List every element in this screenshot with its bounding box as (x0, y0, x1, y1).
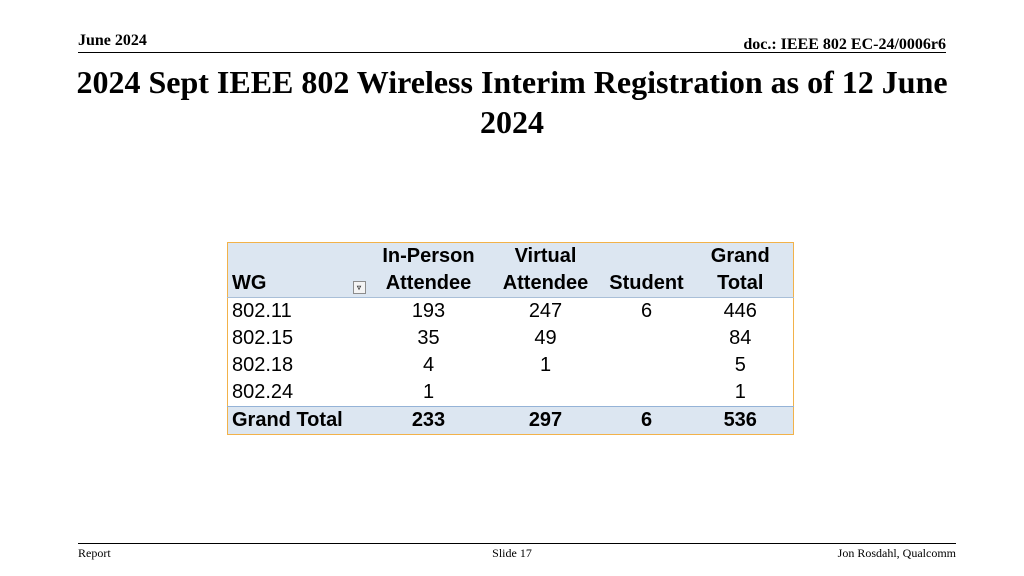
cell-in-person: 1 (422, 381, 435, 403)
grand-total-total: 536 (687, 406, 794, 435)
column-header-grand-total-line2: Total (717, 272, 764, 294)
column-header-grand-total-line1: Grand (710, 245, 770, 267)
filter-dropdown-icon[interactable]: ▿ (352, 281, 366, 294)
cell-in-person: 4 (422, 354, 435, 376)
footer-left: Report (78, 546, 111, 560)
grand-total-row: Grand Total 233 297 6 536 (227, 406, 794, 435)
cell-student (606, 379, 688, 407)
cell-virtual: 1 (539, 354, 552, 376)
cell-wg: 802.18 (232, 354, 294, 376)
footer-divider (78, 543, 956, 544)
column-header-virtual: Virtual Attendee (485, 242, 606, 298)
grand-total-in-person: 233 (371, 406, 486, 435)
cell-virtual: 247 (485, 297, 606, 325)
table-row: 802.11 193 247 6 446 (227, 297, 794, 325)
grand-total-virtual: 297 (485, 406, 606, 435)
cell-total: 84 (729, 327, 752, 349)
cell-wg: 802.24 (232, 381, 294, 403)
grand-total-student: 6 (605, 406, 688, 435)
grand-total-label: Grand Total (227, 406, 372, 435)
column-header-virtual-line1: Virtual (514, 245, 577, 267)
column-header-wg: WG ▿ (227, 242, 372, 298)
column-header-student: Student (605, 242, 688, 298)
footer-author: Jon Rosdahl, Qualcomm (837, 546, 956, 560)
column-header-in-person: In-Person Attendee (371, 242, 486, 298)
registration-table: WG ▿ In-Person Attendee Virtual Attendee… (227, 242, 794, 435)
cell-in-person: 35 (417, 327, 440, 349)
column-header-in-person-line1: In-Person (382, 245, 475, 267)
header-divider (78, 52, 946, 53)
column-header-in-person-line2: Attendee (385, 272, 472, 294)
column-header-wg-label: WG (232, 272, 267, 294)
header-doc-id: doc.: IEEE 802 EC-24/0006r6 (743, 36, 946, 53)
column-header-grand-total: Grand Total (687, 242, 794, 298)
header-date: June 2024 (78, 32, 147, 49)
cell-wg: 802.11 (227, 297, 372, 325)
cell-total: 1 (734, 381, 746, 403)
table-row: 802.15 35 49 84 (228, 325, 794, 352)
cell-student: 6 (605, 297, 688, 325)
slide-title: 2024 Sept IEEE 802 Wireless Interim Regi… (76, 64, 948, 140)
column-header-student-label: Student (609, 272, 684, 294)
cell-wg: 802.15 (232, 327, 294, 349)
footer-slide-number: Slide 17 (492, 546, 532, 560)
cell-student (606, 325, 688, 352)
table-row: 802.18 4 1 5 (228, 352, 794, 379)
cell-virtual (486, 379, 606, 407)
cell-in-person: 193 (371, 297, 486, 325)
table-header-row: WG ▿ In-Person Attendee Virtual Attendee… (227, 242, 794, 298)
cell-student (606, 352, 688, 379)
table-row: 802.24 1 1 (228, 379, 794, 407)
column-header-virtual-line2: Attendee (502, 272, 589, 294)
cell-virtual: 49 (534, 327, 557, 349)
cell-total: 446 (687, 297, 794, 325)
cell-total: 5 (734, 354, 746, 376)
